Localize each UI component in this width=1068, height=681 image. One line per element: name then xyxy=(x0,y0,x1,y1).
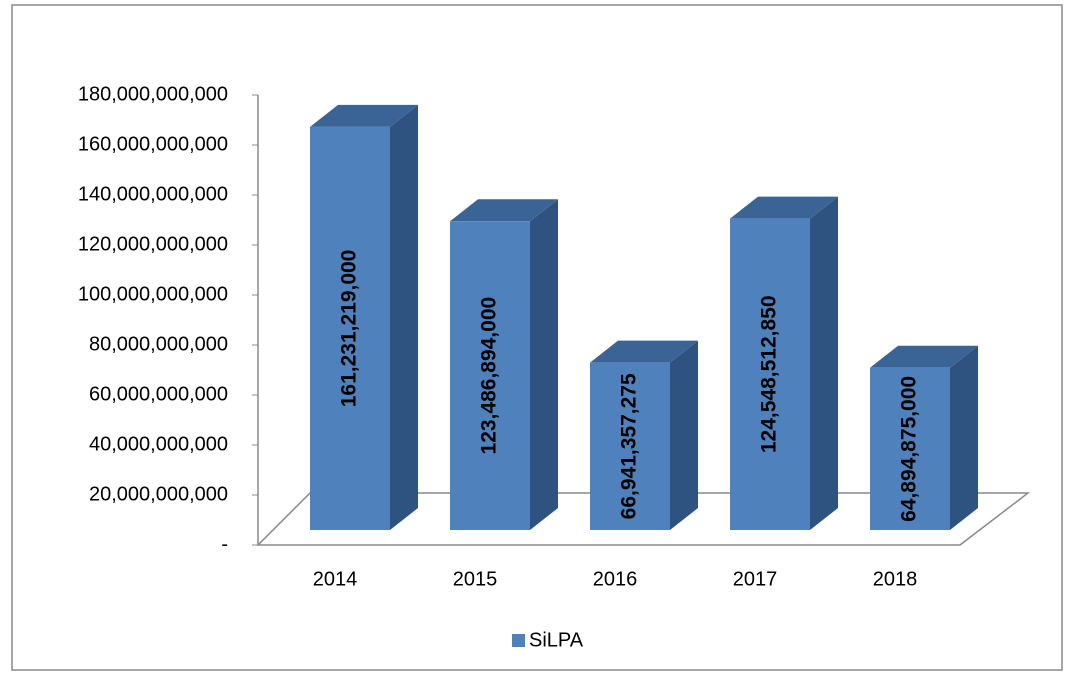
y-tick-label: - xyxy=(221,533,228,555)
legend-swatch xyxy=(512,634,525,647)
value-label: 123,486,894,000 xyxy=(478,297,501,455)
bar-side xyxy=(390,104,418,531)
bar-front xyxy=(450,221,530,530)
x-tick-label: 2017 xyxy=(733,568,778,590)
value-label: 124,548,512,850 xyxy=(758,295,781,453)
bar-front xyxy=(870,367,950,530)
bar-side xyxy=(810,196,838,530)
value-label: 66,941,357,275 xyxy=(618,373,641,519)
bar-front xyxy=(310,126,390,531)
bar xyxy=(730,196,838,530)
value-label: 64,894,875,000 xyxy=(898,376,921,522)
bar-top xyxy=(310,104,418,127)
x-tick-label: 2016 xyxy=(593,568,638,590)
bar xyxy=(450,199,558,530)
value-label: 161,231,219,000 xyxy=(338,250,361,408)
y-tick-label: 20,000,000,000 xyxy=(89,483,228,505)
bar xyxy=(310,104,418,531)
x-tick-label: 2014 xyxy=(313,568,358,590)
bar-side xyxy=(670,340,698,530)
bar-top xyxy=(730,196,838,219)
y-tick-label: 100,000,000,000 xyxy=(78,283,228,305)
bar xyxy=(870,345,978,530)
bar xyxy=(590,340,698,530)
y-tick-label: 140,000,000,000 xyxy=(78,183,228,205)
bar-front xyxy=(730,218,810,530)
y-tick-label: 120,000,000,000 xyxy=(78,233,228,255)
x-tick-label: 2015 xyxy=(453,568,498,590)
legend-label: SiLPA xyxy=(529,629,584,651)
y-tick-label: 80,000,000,000 xyxy=(89,333,228,355)
bar-top xyxy=(870,345,978,368)
bar-front xyxy=(590,362,670,530)
bar-side xyxy=(950,345,978,530)
bar-top xyxy=(450,199,558,222)
y-tick-label: 180,000,000,000 xyxy=(78,83,228,105)
bar-side xyxy=(530,199,558,530)
y-tick-label: 60,000,000,000 xyxy=(89,383,228,405)
y-tick-label: 160,000,000,000 xyxy=(78,133,228,155)
x-tick-label: 2018 xyxy=(873,568,918,590)
y-tick-label: 40,000,000,000 xyxy=(89,433,228,455)
bar-top xyxy=(590,340,698,363)
